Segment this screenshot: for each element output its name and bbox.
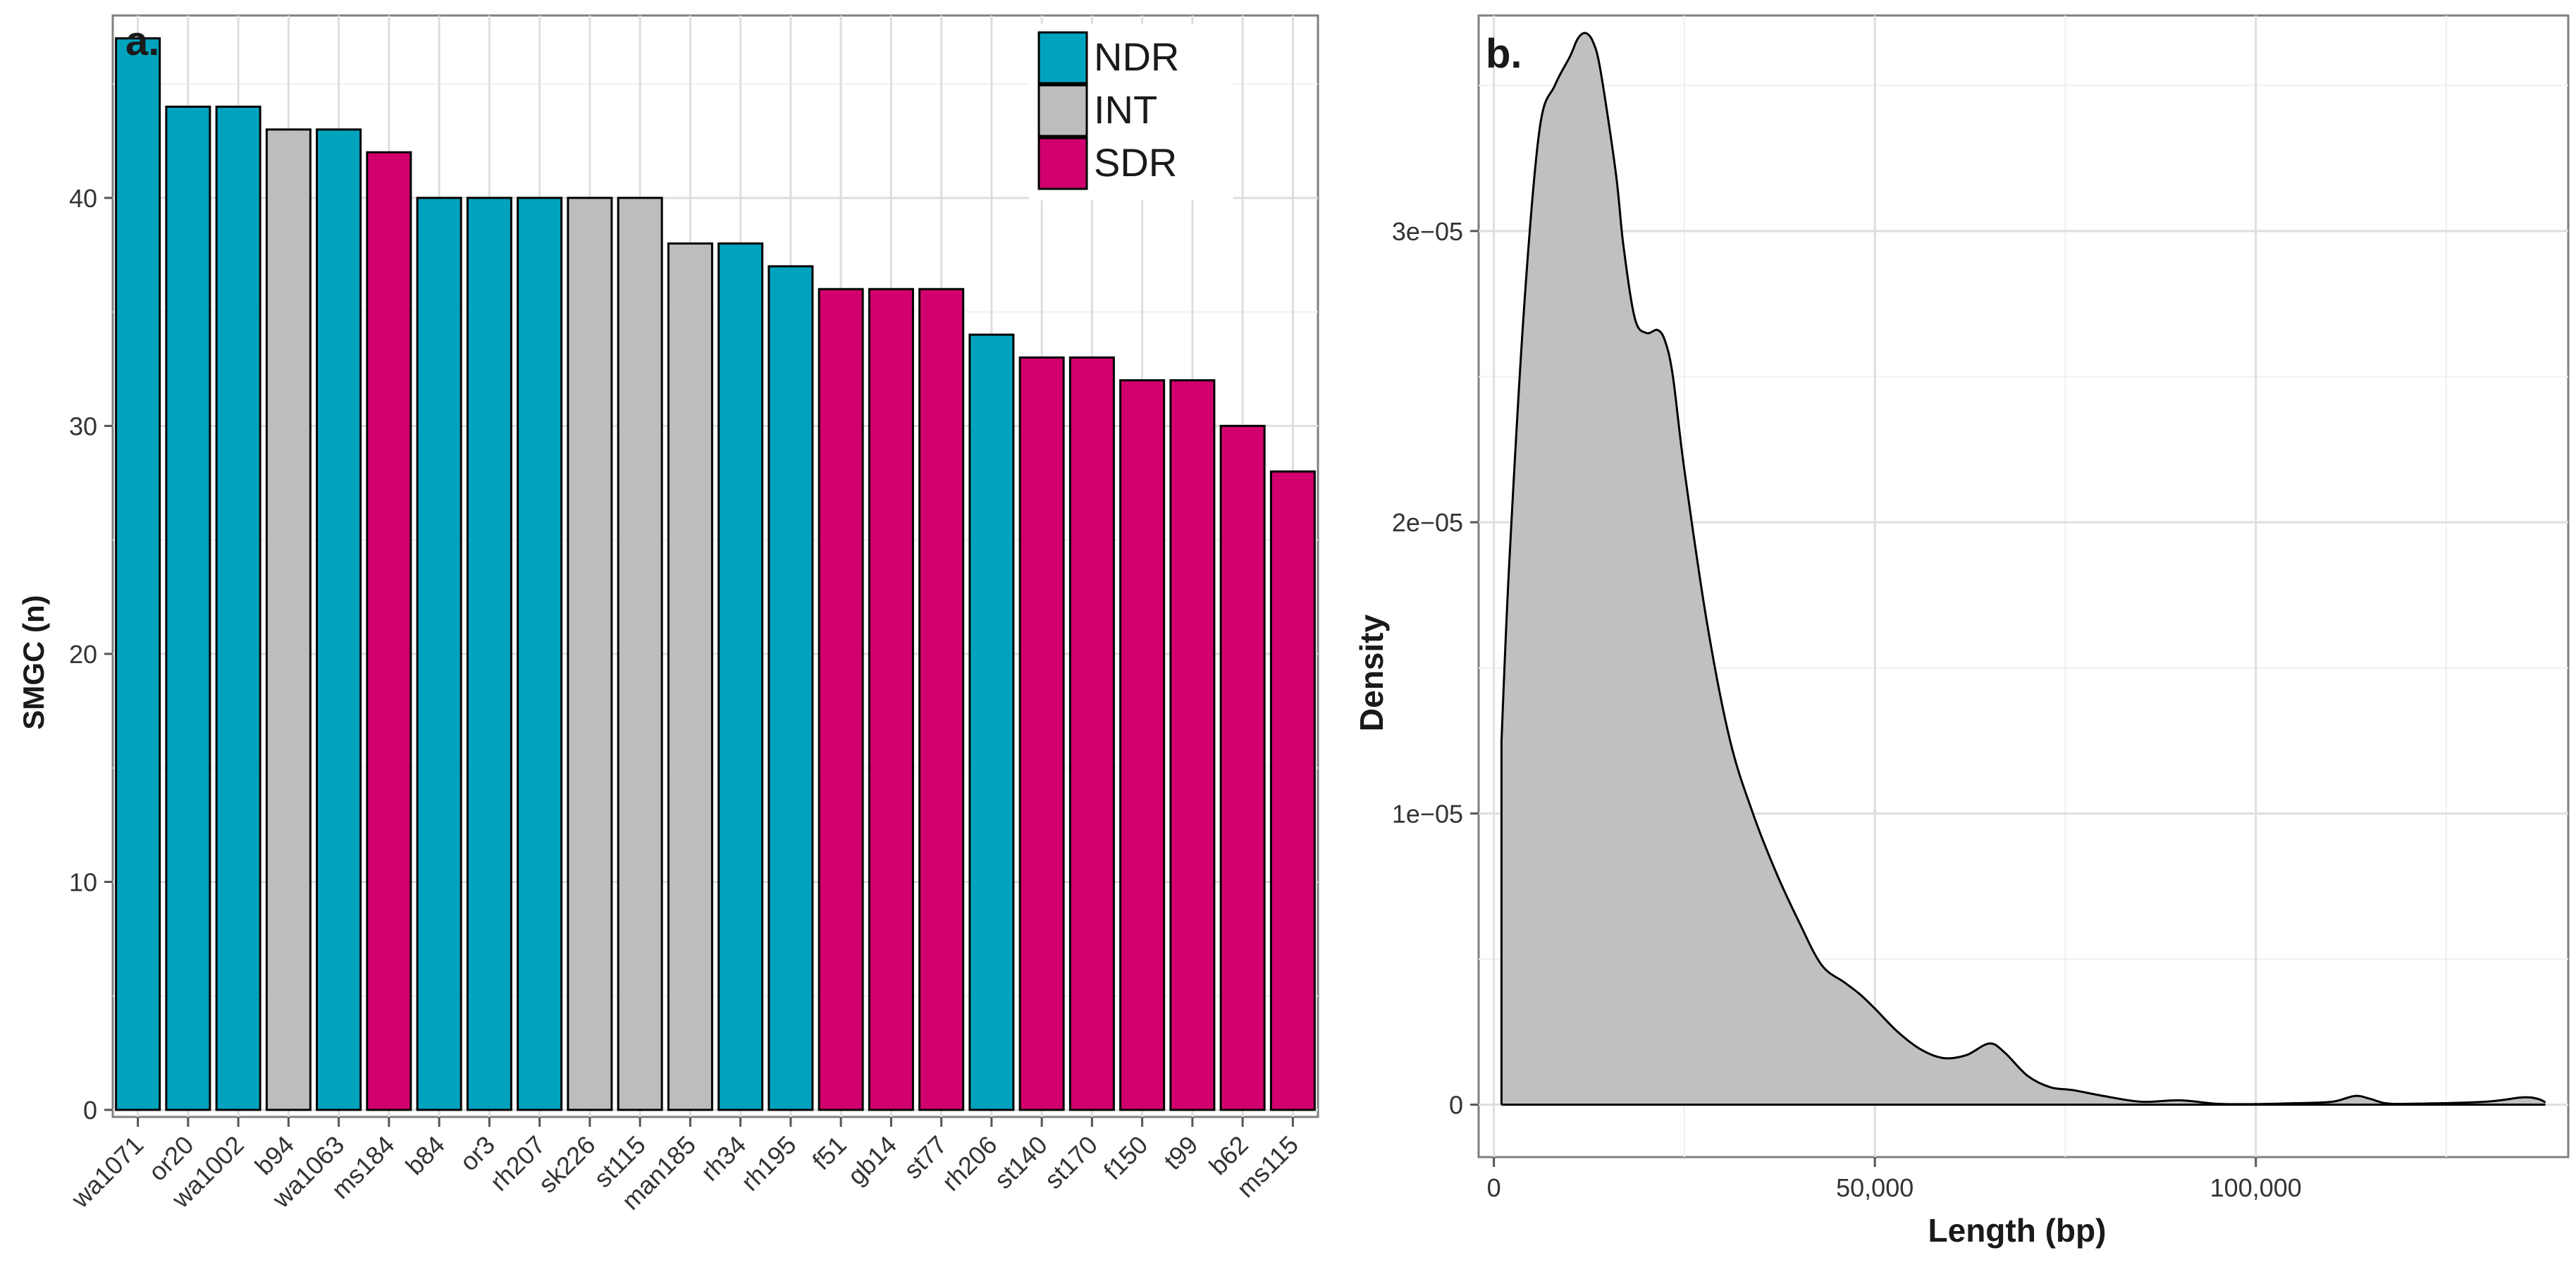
bar-st115 — [617, 197, 663, 1111]
bar-st140 — [1018, 356, 1065, 1111]
bar-wa1063 — [316, 128, 362, 1111]
a-y-tick-label: 10 — [69, 867, 97, 896]
panel-b-y-axis-title: Density — [1353, 614, 1390, 732]
bar-or20 — [165, 105, 211, 1111]
panel-a-bars — [115, 37, 1316, 1111]
b-y-tick-label: 3e−05 — [1392, 217, 1463, 246]
b-x-tick-label: 100,000 — [2210, 1173, 2302, 1202]
a-y-tick-label: 40 — [69, 184, 97, 213]
panel-b-x-axis-title: Length (bp) — [1928, 1212, 2107, 1249]
bar-b62 — [1219, 424, 1266, 1111]
bar-rh207 — [517, 197, 563, 1111]
density-area — [1501, 32, 2546, 1105]
b-y-tick-label: 1e−05 — [1392, 799, 1463, 828]
b-x-tick-label: 50,000 — [1836, 1173, 1913, 1202]
panel-b-label: b. — [1486, 31, 1522, 77]
b-x-tick-label: 0 — [1487, 1173, 1501, 1202]
a-x-tick-label: sk226 — [533, 1130, 601, 1199]
a-x-tick-label: rh206 — [936, 1130, 1002, 1197]
legend-label-ndr: NDR — [1094, 35, 1179, 79]
a-y-tick-label: 20 — [69, 640, 97, 669]
a-x-tick-label: st140 — [989, 1130, 1053, 1194]
bar-b84 — [416, 197, 462, 1111]
panel-b-x-axis: 0 50,000 100,000 — [1487, 1157, 2302, 1202]
a-x-tick-label: t99 — [1158, 1130, 1203, 1175]
panel-b-density-plot: 0 1e−05 2e−05 3e−05 0 50,000 100,000 b. Densi… — [1353, 14, 2570, 1249]
density-line — [1500, 32, 2546, 1106]
panel-a-y-axis: 0 10 20 30 40 — [69, 184, 113, 1125]
bar-ms184 — [366, 151, 412, 1111]
legend-swatch-sdr — [1037, 137, 1088, 190]
bar-st170 — [1068, 356, 1115, 1111]
panel-a-legend: NDR INT SDR — [1029, 24, 1233, 200]
a-x-tick-label: rh195 — [735, 1130, 801, 1197]
bar-t99 — [1169, 379, 1216, 1111]
b-y-tick-label: 0 — [1449, 1091, 1463, 1120]
bar-ms115 — [1269, 470, 1316, 1111]
bar-or3 — [466, 197, 512, 1111]
panel-a-label: a. — [125, 18, 159, 64]
legend-label-sdr: SDR — [1094, 140, 1177, 185]
a-x-tick-label: b84 — [400, 1130, 450, 1180]
legend-label-int: INT — [1094, 87, 1157, 132]
legend-swatch-int — [1037, 84, 1088, 137]
bar-wa1071 — [115, 37, 161, 1111]
bar-rh206 — [968, 333, 1015, 1111]
panel-b-density-curve — [1500, 32, 2546, 1106]
bar-f51 — [818, 288, 864, 1111]
a-x-tick-label: f150 — [1098, 1130, 1154, 1186]
a-x-tick-label: gb14 — [842, 1130, 902, 1191]
bar-sk226 — [567, 197, 613, 1111]
bar-rh34 — [717, 242, 764, 1111]
bar-wa1002 — [215, 105, 261, 1111]
bar-st77 — [918, 288, 965, 1111]
bar-f150 — [1119, 379, 1166, 1111]
bar-b94 — [265, 128, 312, 1111]
panel-b-y-axis: 0 1e−05 2e−05 3e−05 — [1392, 217, 1479, 1120]
legend-swatch-ndr — [1037, 31, 1088, 85]
a-x-tick-label: st170 — [1039, 1130, 1103, 1194]
bar-gb14 — [868, 288, 914, 1111]
panel-a-y-axis-title: SMGC (n) — [17, 595, 50, 729]
a-y-tick-label: 30 — [69, 412, 97, 440]
bar-rh195 — [768, 265, 814, 1111]
b-y-tick-label: 2e−05 — [1392, 508, 1463, 537]
a-y-tick-label: 0 — [83, 1096, 97, 1125]
a-x-tick-label: wa1071 — [65, 1130, 149, 1214]
bar-man185 — [667, 242, 713, 1111]
